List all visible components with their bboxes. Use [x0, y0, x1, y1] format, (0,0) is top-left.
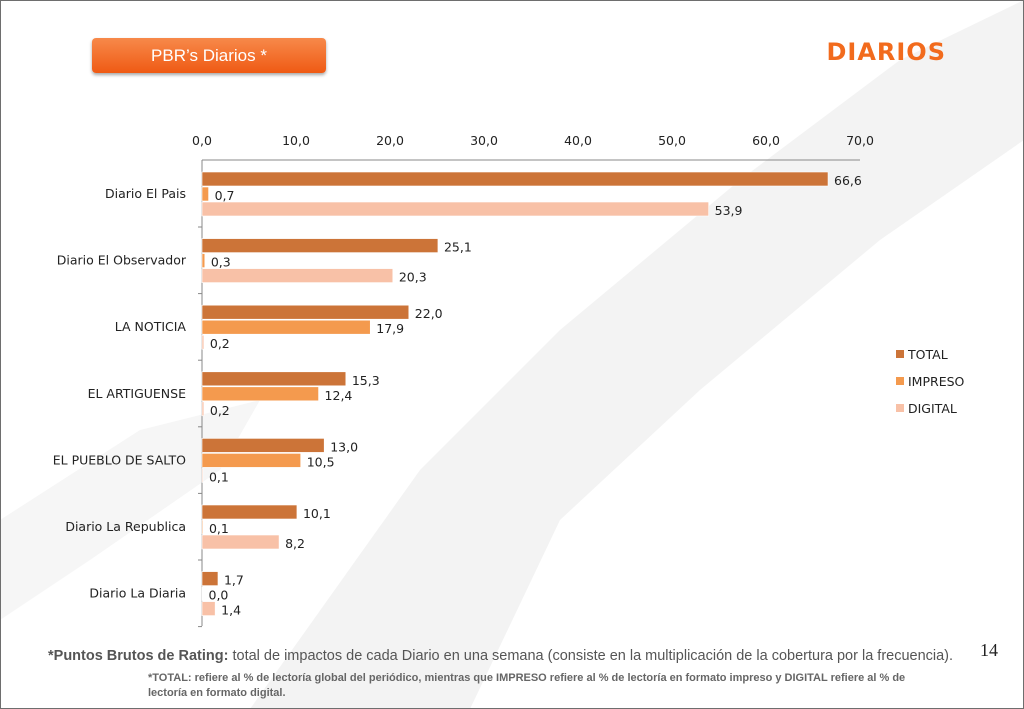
data-label-digital-la-noticia: 0,2 — [210, 336, 230, 351]
category-label-la-noticia: LA NOTICIA — [115, 319, 187, 334]
category-label-diario-el-pais: Diario El Pais — [105, 186, 186, 201]
legend-label-impreso: IMPRESO — [908, 374, 965, 389]
footnote-note: *TOTAL: refiere al % de lectoría global … — [148, 672, 906, 699]
title-badge: PBR’s Diarios * — [92, 38, 326, 73]
data-label-impreso-diario-el-observador: 0,3 — [211, 255, 231, 270]
data-label-total-diario-la-republica: 10,1 — [303, 506, 331, 521]
bar-impreso-el-artiguense — [201, 386, 319, 402]
data-label-impreso-diario-el-pais: 0,7 — [215, 188, 235, 203]
data-label-total-el-artiguense: 15,3 — [352, 373, 380, 388]
bar-total-el-pueblo-de-salto — [201, 438, 325, 453]
bar-total-el-artiguense — [201, 371, 347, 387]
title-badge-label: PBR’s Diarios * — [151, 46, 267, 65]
x-tick-label: 70,0 — [846, 133, 874, 148]
bar-digital-diario-la-diaria — [201, 601, 216, 616]
data-label-impreso-el-pueblo-de-salto: 10,5 — [307, 454, 335, 469]
legend-label-total: TOTAL — [907, 347, 948, 362]
data-label-total-diario-la-diaria: 1,7 — [224, 573, 244, 588]
data-label-digital-el-artiguense: 0,2 — [210, 403, 230, 418]
bar-total-diario-el-pais — [201, 171, 829, 187]
bar-digital-el-pueblo-de-salto — [201, 468, 204, 483]
category-label-el-pueblo-de-salto: EL PUEBLO DE SALTO — [53, 452, 186, 467]
legend-swatch-digital — [896, 404, 904, 412]
x-tick-label: 60,0 — [752, 133, 780, 148]
data-label-total-la-noticia: 22,0 — [415, 306, 443, 321]
page-number: 14 — [980, 640, 998, 660]
bar-impreso-el-pueblo-de-salto — [201, 453, 301, 468]
bar-digital-diario-el-observador — [201, 268, 394, 283]
x-tick-label: 10,0 — [282, 133, 310, 148]
data-label-impreso-el-artiguense: 12,4 — [325, 388, 353, 403]
footnote: *Puntos Brutos de Rating: total de impac… — [48, 648, 968, 665]
footnote-term: *Puntos Brutos de Rating: — [48, 648, 229, 664]
category-label-diario-la-diaria: Diario La Diaria — [89, 586, 186, 601]
bar-digital-diario-la-republica — [201, 534, 280, 550]
x-tick-label: 50,0 — [658, 133, 686, 148]
bar-impreso-diario-el-observador — [201, 253, 206, 268]
x-tick-label: 0,0 — [192, 133, 212, 148]
data-label-digital-diario-la-diaria: 1,4 — [221, 603, 241, 618]
x-tick-label: 40,0 — [564, 133, 592, 148]
data-label-digital-el-pueblo-de-salto: 0,1 — [209, 469, 229, 484]
bar-total-diario-la-republica — [201, 504, 298, 520]
data-label-digital-diario-el-observador: 20,3 — [399, 270, 427, 285]
bar-impreso-diario-la-diaria — [201, 586, 203, 601]
footnote-text: total de impactos de cada Diario en una … — [228, 648, 954, 664]
bar-impreso-diario-la-republica — [201, 519, 204, 535]
data-label-total-el-pueblo-de-salto: 13,0 — [330, 439, 358, 454]
legend-swatch-impreso — [896, 377, 904, 385]
category-label-diario-la-republica: Diario La Republica — [65, 519, 186, 534]
data-label-impreso-diario-la-diaria: 0,0 — [209, 588, 229, 603]
data-label-total-diario-el-observador: 25,1 — [444, 240, 472, 255]
bar-impreso-diario-el-pais — [201, 186, 209, 202]
section-title: DIARIOS — [826, 38, 946, 66]
bar-total-diario-la-diaria — [201, 571, 219, 586]
data-label-total-diario-el-pais: 66,6 — [834, 173, 862, 188]
bar-digital-el-artiguense — [201, 401, 205, 417]
legend-label-digital: DIGITAL — [908, 401, 957, 416]
x-tick-label: 30,0 — [470, 133, 498, 148]
bar-impreso-la-noticia — [201, 319, 371, 335]
bar-total-la-noticia — [201, 304, 410, 320]
legend-swatch-total — [896, 350, 904, 358]
bar-total-diario-el-observador — [201, 238, 439, 253]
data-label-digital-diario-el-pais: 53,9 — [715, 203, 743, 218]
bar-digital-diario-el-pais — [201, 201, 709, 217]
category-label-el-artiguense: EL ARTIGUENSE — [88, 386, 187, 401]
data-label-digital-diario-la-republica: 8,2 — [285, 536, 305, 551]
bar-digital-la-noticia — [201, 334, 205, 350]
data-label-impreso-diario-la-republica: 0,1 — [209, 521, 229, 536]
data-label-impreso-la-noticia: 17,9 — [376, 321, 404, 336]
category-label-diario-el-observador: Diario El Observador — [57, 253, 187, 268]
x-tick-label: 20,0 — [376, 133, 404, 148]
